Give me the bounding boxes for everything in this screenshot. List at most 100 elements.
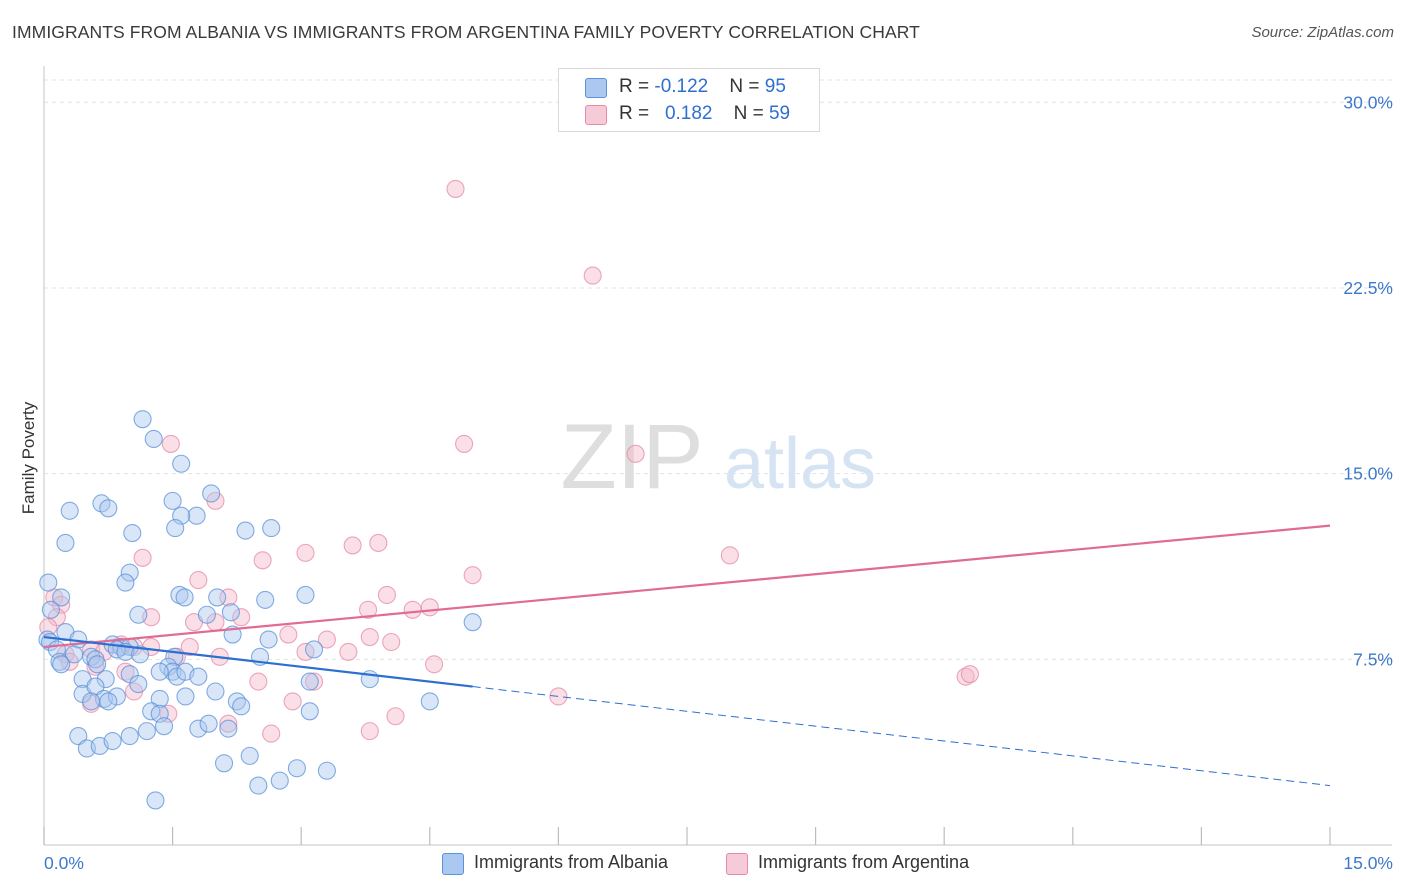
- albania-point: [88, 655, 107, 674]
- albania-point: [463, 613, 482, 632]
- albania-point: [86, 677, 105, 696]
- correlation-legend: R = -0.122 N = 95 R = 0.182 N = 59: [558, 68, 820, 132]
- legend-r-label: R =: [619, 103, 655, 124]
- albania-point: [300, 702, 319, 721]
- albania-point: [240, 746, 259, 765]
- albania-point: [120, 727, 139, 746]
- legend-n-label: N =: [729, 76, 765, 97]
- argentina-point: [403, 600, 422, 619]
- argentina-point: [339, 642, 358, 661]
- albania-point: [99, 692, 118, 711]
- albania-point: [305, 640, 324, 659]
- albania-point: [167, 667, 186, 686]
- albania-point: [236, 521, 255, 540]
- albania-point: [221, 603, 240, 622]
- albania-point: [146, 791, 165, 810]
- argentina-point: [249, 672, 268, 691]
- argentina-point: [180, 637, 199, 656]
- legend-r-value: 0.182: [664, 103, 713, 124]
- albania-point: [197, 605, 216, 624]
- albania-swatch: [585, 78, 607, 98]
- albania-legend-swatch: [442, 853, 464, 875]
- argentina-point: [360, 722, 379, 741]
- albania-point: [69, 727, 88, 746]
- legend-n-value: 95: [764, 76, 786, 97]
- albania-point: [219, 719, 238, 738]
- argentina-point: [189, 571, 208, 590]
- argentina-point: [455, 434, 474, 453]
- gridlines: [44, 79, 1392, 660]
- albania-point: [170, 585, 189, 605]
- argentina-legend-label: Immigrants from Argentina: [758, 852, 970, 872]
- albania-point: [214, 754, 234, 773]
- watermark: ZIP atlas: [560, 406, 876, 508]
- albania-point: [52, 655, 71, 674]
- albania-point: [189, 719, 208, 738]
- albania-point: [287, 759, 306, 778]
- albania-point: [270, 771, 289, 790]
- albania-point: [317, 761, 336, 780]
- argentina-point: [161, 434, 180, 453]
- argentina-point: [626, 444, 645, 463]
- argentina-point: [420, 598, 439, 617]
- albania-point: [256, 590, 275, 609]
- argentina-point: [377, 585, 396, 605]
- albania-point: [150, 662, 169, 681]
- argentina-point: [360, 627, 379, 647]
- y-tick-label: 7.5%: [1353, 649, 1393, 669]
- albania-point: [144, 429, 163, 449]
- albania-point: [154, 717, 174, 736]
- albania-point: [262, 519, 281, 538]
- albania-legend-label: Immigrants from Albania: [474, 852, 669, 872]
- argentina-swatch: [585, 105, 607, 125]
- albania-point: [232, 697, 251, 716]
- argentina-point: [386, 707, 405, 726]
- argentina-point: [720, 546, 739, 565]
- albania-point: [420, 692, 439, 711]
- albania-points: [38, 410, 482, 810]
- argentina-point: [262, 724, 281, 743]
- albania-point: [41, 600, 60, 619]
- argentina-point: [142, 637, 161, 656]
- albania-point: [296, 585, 315, 605]
- albania-point: [39, 573, 58, 592]
- albania-point: [130, 645, 150, 664]
- albania-point: [82, 692, 101, 711]
- albania-point: [172, 454, 191, 473]
- albania-point: [129, 675, 148, 694]
- argentina-point: [232, 608, 251, 627]
- albania-point: [123, 524, 142, 543]
- argentina-point: [283, 692, 302, 711]
- argentina-point: [463, 566, 482, 585]
- argentina-point: [305, 672, 324, 691]
- albania-point: [176, 687, 195, 706]
- albania-point: [133, 410, 152, 429]
- axes: [43, 66, 1392, 846]
- albania-trend-line: [43, 635, 473, 688]
- albania-point: [249, 776, 268, 795]
- argentina-point: [359, 600, 378, 619]
- albania-point: [259, 630, 278, 649]
- legend-n-value: 59: [768, 103, 791, 124]
- albania-point: [137, 722, 156, 741]
- argentina-point: [549, 687, 568, 706]
- albania-point: [187, 506, 206, 525]
- source-label: Source: ZipAtlas.com: [1251, 24, 1394, 41]
- albania-point: [116, 573, 135, 592]
- watermark-zip: ZIP: [560, 406, 703, 508]
- argentina-legend-swatch: [726, 853, 748, 875]
- y-axis-label: Family Poverty: [19, 401, 38, 514]
- albania-point: [175, 588, 194, 607]
- y-tick-label: 15.0%: [1343, 464, 1393, 484]
- argentina-point: [446, 179, 465, 198]
- argentina-trend-line: [43, 524, 1331, 649]
- albania-point: [103, 731, 122, 751]
- albania-point: [300, 672, 319, 691]
- argentina-point: [583, 266, 602, 285]
- argentina-point: [253, 551, 272, 570]
- albania-point: [206, 682, 225, 701]
- y-tick-label: 22.5%: [1343, 278, 1393, 298]
- albania-point: [56, 533, 75, 553]
- argentina-point: [296, 543, 315, 562]
- legend-r-value: -0.122: [654, 76, 709, 97]
